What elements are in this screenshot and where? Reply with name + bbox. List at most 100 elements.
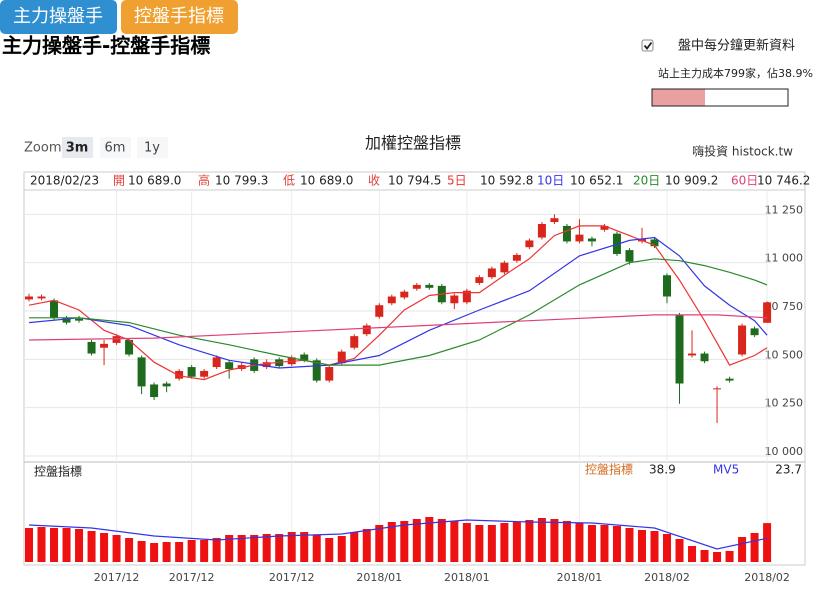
x-tick-label: 2018/01: [356, 571, 402, 584]
legend-value: 38.9: [649, 463, 676, 477]
candle-body: [187, 367, 196, 377]
panel-title: 控盤指標: [34, 464, 82, 479]
zoom-button-active[interactable]: [62, 137, 93, 158]
bar: [350, 532, 359, 562]
progress-fill: [652, 89, 706, 106]
bar: [300, 532, 309, 562]
candle-body: [225, 362, 234, 369]
tab-label[interactable]: 控盤手指標: [134, 6, 224, 27]
zoom-option[interactable]: 3m: [66, 141, 89, 156]
candle-body: [625, 250, 634, 262]
ma-line: [28, 236, 768, 369]
candle-body: [550, 218, 559, 223]
legend-value: 10 652.1: [570, 174, 623, 188]
info-label: 高: [198, 173, 210, 188]
bar: [150, 543, 159, 562]
bar: [525, 520, 534, 562]
zoom-button[interactable]: [100, 137, 131, 158]
candle-body: [575, 234, 584, 242]
bar: [50, 528, 59, 562]
bar: [462, 523, 471, 562]
chart-title: 加權控盤指標: [365, 134, 461, 153]
bar: [225, 535, 234, 562]
bar: [450, 521, 459, 562]
bar: [275, 534, 284, 562]
candle-body: [525, 240, 534, 248]
bar: [75, 529, 84, 562]
bar: [262, 534, 271, 562]
bar: [375, 525, 384, 562]
bar: [250, 535, 259, 562]
info-date: 2018/02/23: [30, 174, 99, 188]
plot-frame: [23, 171, 806, 566]
candle-body: [462, 290, 471, 303]
candle-body: [713, 388, 722, 390]
candle-body: [738, 325, 747, 355]
tab-label[interactable]: 主力操盤手: [13, 6, 103, 27]
tab[interactable]: [0, 0, 117, 34]
bar: [512, 522, 521, 562]
candle-body: [650, 239, 659, 247]
candle-body: [350, 336, 359, 348]
candle-body: [750, 328, 759, 336]
zoom-option[interactable]: 6m: [105, 141, 126, 156]
bar: [625, 528, 634, 562]
legend-label: 60日: [731, 174, 758, 188]
zoom-label: Zoom: [24, 141, 61, 156]
candle-body: [688, 353, 697, 356]
bar: [612, 526, 621, 562]
checkbox-label[interactable]: 盤中每分鐘更新資料: [678, 38, 795, 54]
y-tick-label: 10 000: [765, 445, 804, 458]
bar: [162, 542, 171, 562]
bar: [700, 550, 709, 562]
tab[interactable]: [121, 0, 238, 34]
candle-body: [763, 302, 772, 323]
bar: [200, 540, 209, 562]
info-label: 低: [283, 174, 295, 188]
bar: [187, 540, 196, 562]
bar: [650, 531, 659, 562]
bar: [125, 538, 134, 562]
bar: [137, 541, 146, 562]
y-tick-label: 10 250: [765, 397, 804, 410]
ma-line: [28, 225, 768, 381]
bar: [437, 519, 446, 562]
candle-body: [400, 291, 409, 298]
bar: [25, 528, 33, 562]
zoom-option[interactable]: 1y: [144, 141, 160, 156]
candle-body: [325, 367, 334, 381]
bar: [738, 537, 747, 562]
bar: [212, 538, 221, 562]
checkbox[interactable]: [641, 39, 654, 52]
candle-body: [450, 295, 459, 304]
candle-body: [300, 354, 309, 361]
candle-body: [700, 353, 709, 362]
candle-body: [375, 305, 384, 317]
legend-value: 10 909.2: [665, 174, 718, 188]
info-label: 開: [113, 174, 125, 188]
candle-body: [212, 357, 221, 368]
bar: [688, 546, 697, 562]
candle-body: [512, 254, 521, 261]
candle-body: [150, 384, 159, 398]
bar: [337, 536, 346, 562]
y-tick-label: 10 750: [765, 300, 804, 313]
summary: 站上主力成本799家，佔38.9%: [658, 66, 813, 80]
zoom-button[interactable]: [137, 137, 168, 158]
info-value: 10 794.5: [388, 174, 441, 188]
bar: [637, 530, 646, 562]
bar: [362, 529, 371, 562]
bar: [37, 527, 46, 562]
legend-label: 10日: [537, 174, 564, 188]
candle-body: [37, 296, 46, 299]
candle-body: [500, 262, 509, 273]
mv5-line: [28, 519, 768, 550]
bar: [325, 538, 334, 562]
x-tick-label: 2017/12: [169, 571, 215, 584]
legend-label: 控盤指標: [585, 462, 633, 477]
bar: [750, 533, 759, 562]
bar: [175, 542, 184, 562]
candle-body: [362, 325, 371, 335]
bar: [663, 534, 672, 562]
